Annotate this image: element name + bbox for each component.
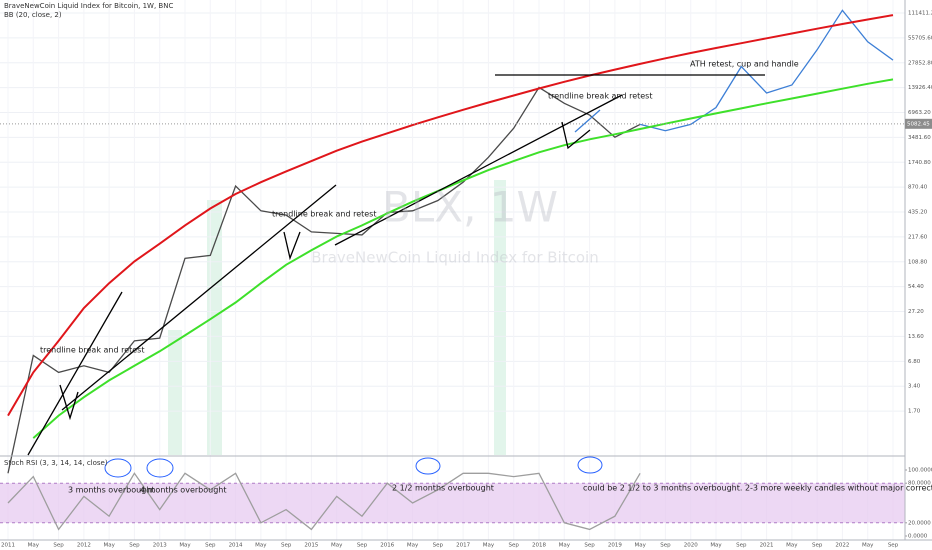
series-line	[639, 9, 894, 132]
y-tick-label: 55705.60	[908, 35, 932, 41]
x-tick-label: 2018	[532, 543, 546, 549]
x-tick-label: May	[559, 543, 571, 549]
x-tick-label: 2016	[380, 543, 394, 549]
x-tick-label: Sep	[357, 543, 368, 549]
y-tick-label: 870.40	[908, 185, 928, 191]
x-tick-label: 2021	[760, 543, 774, 549]
indicator-label: BB (20, close, 2)	[4, 11, 62, 19]
y-tick-label: 54.40	[908, 284, 924, 290]
x-tick-label: Sep	[660, 543, 671, 549]
annotation: 2 1/2 months overbought	[392, 484, 494, 493]
y-tick-label: 1740.80	[908, 160, 931, 166]
x-tick-label: Sep	[736, 543, 747, 549]
y-tick-label: 108.80	[908, 259, 928, 265]
x-tick-label: Sep	[129, 543, 140, 549]
y-tick-label: 1.70	[908, 409, 921, 415]
y-tick-label: 111411.20	[908, 10, 932, 16]
x-tick-label: May	[710, 543, 722, 549]
x-tick-label: May	[483, 543, 495, 549]
chart-title: BraveNewCoin Liquid Index for Bitcoin, 1…	[4, 2, 173, 10]
x-tick-label: 2011	[1, 543, 15, 549]
last-price-box	[905, 118, 932, 129]
overbought-band	[0, 483, 905, 523]
annotation: 3 months overbought	[68, 486, 154, 495]
drawings	[27, 74, 765, 456]
x-tick-label: May	[862, 543, 874, 549]
x-tick-label: 2017	[456, 543, 470, 549]
series-line	[7, 14, 894, 417]
x-tick-label: May	[786, 543, 798, 549]
annotation: trendline break and retest	[40, 346, 144, 355]
watermark: BLX, 1W	[382, 183, 558, 232]
x-tick-label: Sep	[281, 543, 292, 549]
overbought-circles	[104, 456, 603, 478]
y-tick-label: 217.60	[908, 234, 928, 240]
x-tick-label: May	[407, 543, 419, 549]
y-tick-label: 6963.20	[908, 110, 931, 116]
x-tick-label: Sep	[433, 543, 444, 549]
x-tick-label: 2020	[684, 543, 698, 549]
annotation: 4 months overbought	[140, 486, 226, 495]
series-line	[32, 78, 894, 439]
x-tick-label: 2022	[835, 543, 849, 549]
x-tick-label: May	[255, 543, 267, 549]
y-tick-label: 27.20	[908, 309, 924, 315]
x-tick-label: 2012	[77, 543, 91, 549]
x-tick-label: May	[103, 543, 115, 549]
x-tick-label: 2015	[304, 543, 318, 549]
x-tick-label: Sep	[53, 543, 64, 549]
x-tick-label: Sep	[509, 543, 520, 549]
annotation: trendline break and retest	[548, 92, 652, 101]
y-tick-label: 435.20	[908, 210, 928, 216]
x-tick-label: May	[634, 543, 646, 549]
y-tick-label: 13926.40	[908, 85, 932, 91]
y-tick-label: 3481.60	[908, 135, 931, 141]
annotation: trendline break and retest	[272, 210, 376, 219]
y-tick-label: 13.60	[908, 334, 924, 340]
y-tick-label: 100.0000	[908, 468, 932, 474]
x-tick-label: 2019	[608, 543, 622, 549]
annotation: could be 2 1/2 to 3 months overbought. 2…	[583, 484, 932, 493]
y-tick-label: 0.0000	[908, 534, 928, 540]
x-tick-label: Sep	[812, 543, 823, 549]
y-tick-label: 27852.80	[908, 60, 932, 66]
x-tick-label: Sep	[888, 543, 899, 549]
y-tick-label: 80.0000	[908, 481, 931, 487]
x-tick-label: 2013	[153, 543, 167, 549]
series-line	[7, 472, 641, 531]
x-tick-label: May	[179, 543, 191, 549]
y-tick-label: 20.0000	[908, 520, 931, 526]
x-tick-label: Sep	[205, 543, 216, 549]
indicator-label: Stoch RSI (3, 3, 14, 14, close)	[4, 459, 108, 467]
x-tick-label: May	[331, 543, 343, 549]
last-price-label: 5082.45	[907, 121, 930, 127]
watermark-subtitle: BraveNewCoin Liquid Index for Bitcoin	[311, 249, 598, 267]
x-tick-label: 2014	[229, 543, 243, 549]
annotation: ATH retest, cup and handle	[690, 60, 799, 69]
y-tick-label: 6.80	[908, 359, 921, 365]
x-tick-label: Sep	[584, 543, 595, 549]
x-tick-label: May	[28, 543, 40, 549]
y-tick-label: 3.40	[908, 384, 921, 390]
